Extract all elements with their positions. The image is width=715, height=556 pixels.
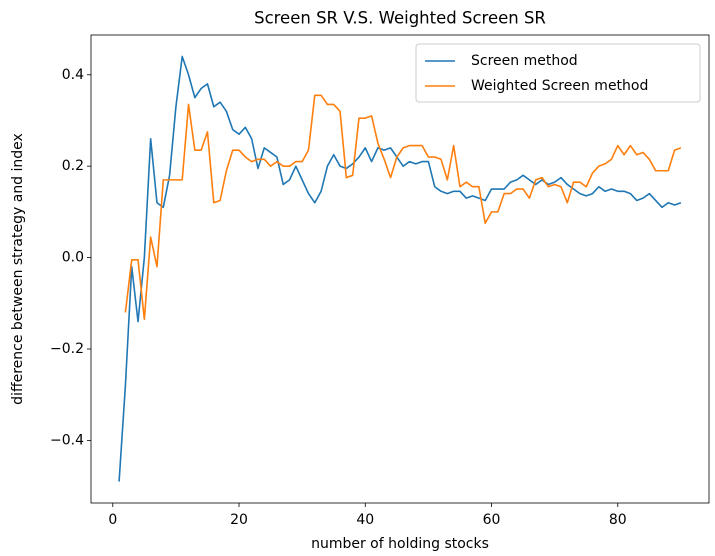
series-line — [118, 55, 682, 482]
y-tick-label: 0.2 — [62, 158, 84, 174]
y-tick-label: −0.2 — [50, 341, 84, 357]
x-tick-label: 60 — [483, 512, 501, 528]
x-axis-label: number of holding stocks — [311, 536, 489, 552]
x-tick-label: 20 — [230, 512, 248, 528]
y-tick-label: 0.4 — [62, 67, 84, 83]
legend-label: Weighted Screen method — [471, 78, 648, 94]
legend-box — [415, 43, 701, 103]
series-line — [124, 94, 682, 321]
axes-frame — [90, 34, 710, 504]
y-tick-label: 0.0 — [62, 250, 84, 266]
x-tick-label: 0 — [108, 512, 117, 528]
y-axis-label: difference between strategy and index — [10, 133, 26, 405]
y-tick-label: −0.4 — [50, 432, 84, 448]
x-tick-label: 40 — [356, 512, 374, 528]
legend-label: Screen method — [471, 53, 578, 69]
x-tick-label: 80 — [609, 512, 627, 528]
chart-title: Screen SR V.S. Weighted Screen SR — [254, 9, 546, 28]
